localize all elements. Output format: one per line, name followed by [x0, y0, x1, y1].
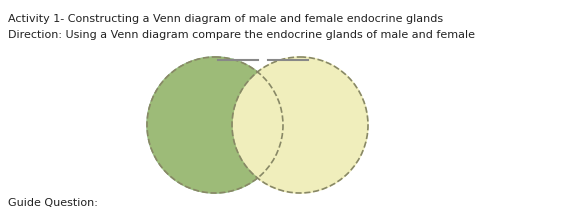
Text: Activity 1- Constructing a Venn diagram of male and female endocrine glands: Activity 1- Constructing a Venn diagram … — [8, 14, 443, 24]
Text: Guide Question:: Guide Question: — [8, 198, 98, 208]
Circle shape — [147, 57, 283, 193]
Circle shape — [232, 57, 368, 193]
Polygon shape — [147, 57, 257, 193]
Text: Direction: Using a Venn diagram compare the endocrine glands of male and female: Direction: Using a Venn diagram compare … — [8, 30, 475, 40]
